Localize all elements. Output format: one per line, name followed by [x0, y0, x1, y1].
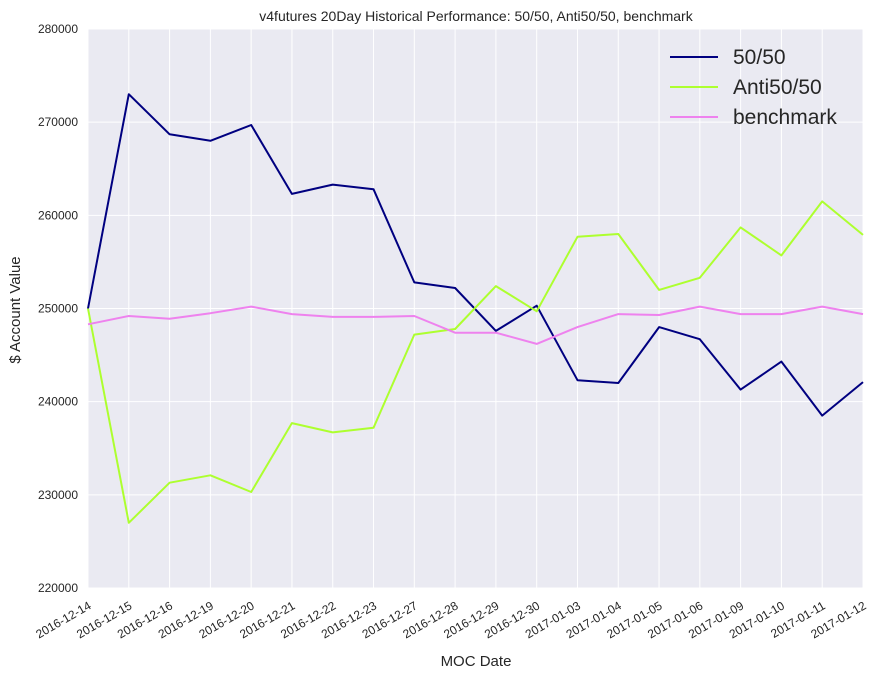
- legend-label: 50/50: [733, 46, 786, 69]
- series-line-0: [87, 93, 864, 417]
- x-axis-label: MOC Date: [441, 653, 512, 670]
- series-line-2: [87, 305, 864, 345]
- y-axis-label: $ Account Value: [7, 256, 24, 363]
- legend: 50/50 Anti50/50 benchmark: [670, 46, 837, 129]
- y-tick-label: 220000: [38, 581, 78, 595]
- gridlines: [87, 28, 864, 589]
- series-line-1: [87, 200, 864, 524]
- y-tick-label: 280000: [38, 22, 78, 36]
- y-tick-label: 260000: [38, 208, 78, 222]
- y-tick-label: 270000: [38, 115, 78, 129]
- x-tick-labels: 2016-12-142016-12-152016-12-162016-12-19…: [33, 598, 868, 641]
- y-tick-label: 250000: [38, 302, 78, 316]
- series-layer: [87, 93, 864, 524]
- legend-label: benchmark: [733, 106, 837, 129]
- legend-label: Anti50/50: [733, 76, 822, 99]
- chart-title: v4futures 20Day Historical Performance: …: [259, 8, 693, 24]
- y-tick-label: 240000: [38, 395, 78, 409]
- y-tick-label: 230000: [38, 488, 78, 502]
- y-tick-labels: 220000 230000 240000 250000 260000 270000 2800…: [38, 22, 78, 595]
